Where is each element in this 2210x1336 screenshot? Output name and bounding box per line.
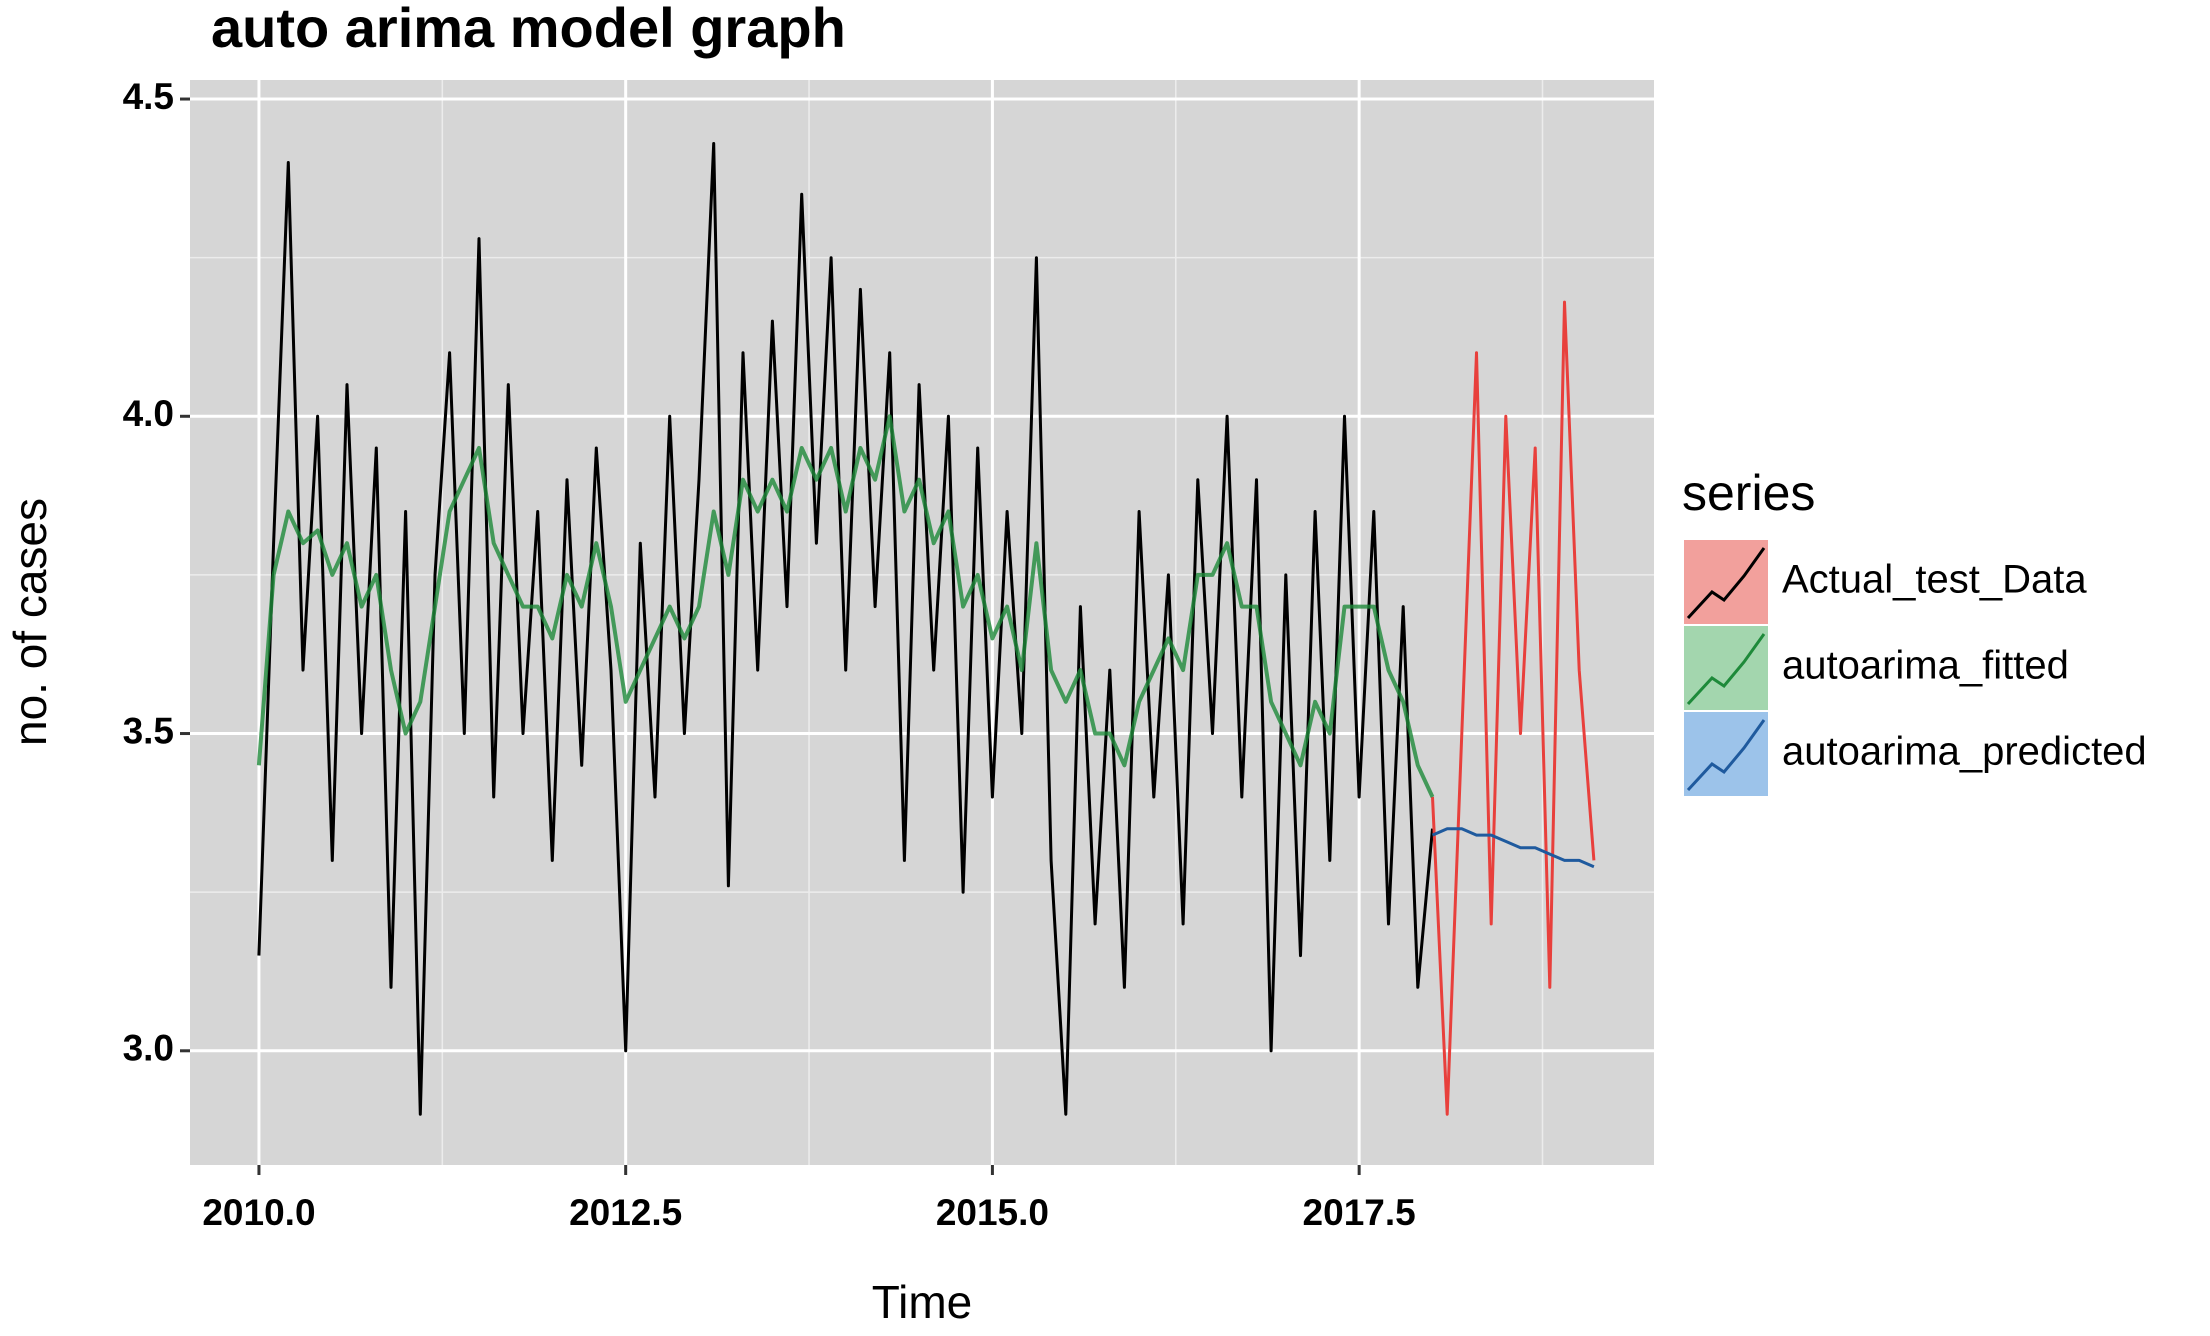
chart-title: auto arima model graph bbox=[211, 0, 846, 59]
legend-title: series bbox=[1682, 465, 1815, 521]
series-line bbox=[256, 414, 1435, 798]
y-tick-label: 3.0 bbox=[123, 1028, 174, 1069]
series-line bbox=[1431, 300, 1596, 1116]
legend-label: autoarima_fitted bbox=[1782, 644, 2069, 688]
legend-key-line bbox=[1686, 719, 1766, 792]
legend-key-line bbox=[1686, 547, 1766, 620]
legend-label: autoarima_predicted bbox=[1782, 730, 2147, 774]
legend-key bbox=[1684, 540, 1768, 624]
legend-key bbox=[1684, 712, 1768, 796]
y-tick-label: 4.5 bbox=[123, 76, 174, 117]
legend-label: Actual_test_Data bbox=[1782, 558, 2087, 602]
y-axis-title: no. of cases bbox=[4, 498, 56, 746]
x-tick-label: 2015.0 bbox=[936, 1192, 1049, 1233]
y-tick-label: 4.0 bbox=[123, 393, 174, 434]
x-tick-label: 2012.5 bbox=[569, 1192, 682, 1233]
y-tick-label: 3.5 bbox=[123, 710, 174, 751]
x-axis-title: Time bbox=[872, 1276, 973, 1328]
legend-key bbox=[1684, 626, 1768, 710]
series-line bbox=[1431, 827, 1595, 869]
series-line bbox=[257, 142, 1434, 1116]
x-tick-label: 2010.0 bbox=[202, 1192, 315, 1233]
x-tick-label: 2017.5 bbox=[1303, 1192, 1416, 1233]
legend-key-line bbox=[1686, 633, 1766, 706]
